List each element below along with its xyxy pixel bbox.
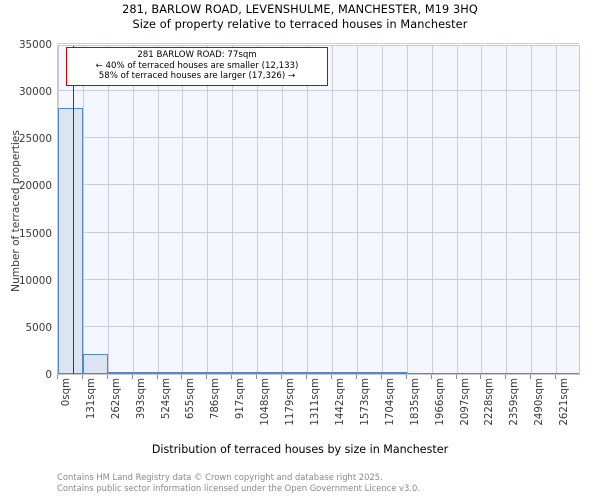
x-axis-tick-label: 1704sqm [384,378,396,426]
gridline-vertical [257,46,259,374]
gridline-vertical [132,46,134,374]
gridline-vertical [182,46,184,374]
x-axis-tick-mark [256,375,258,379]
x-axis-tick-label: 1573sqm [359,378,371,426]
x-axis-title: Distribution of terraced houses by size … [151,443,449,456]
x-axis-tick-mark [106,375,108,379]
gridline-vertical [82,46,84,374]
x-axis-tick-mark [380,375,382,379]
footer-line-1: Contains HM Land Registry data © Crown c… [57,472,383,482]
y-axis-tick-labels: 0 5000 10000 15000 20000 25000 30000 35000 [0,0,55,500]
x-axis-tick-label: 1835sqm [409,378,421,426]
gridline-vertical [406,46,408,374]
x-axis-tick-label: 1442sqm [335,378,347,426]
x-axis-tick-mark [81,375,83,379]
x-axis-tick-label: 655sqm [185,378,197,420]
x-axis-tick-mark [156,375,158,379]
x-axis-tick-label: 524sqm [160,378,172,420]
x-axis-tick-label: 2359sqm [509,378,521,426]
page-subtitle: Size of property relative to terraced ho… [132,18,468,31]
gridline-horizontal [58,231,579,233]
x-axis-tick-label: 2490sqm [534,378,546,426]
y-axis-tick-label: 20000 [18,180,52,193]
x-axis-tick-label: 1048sqm [260,378,272,426]
x-axis-tick-label: 917sqm [235,378,247,420]
x-axis-tick-mark [505,375,507,379]
gridline-vertical [332,46,334,374]
gridline-vertical [107,46,109,374]
x-axis-tick-mark [530,375,532,379]
gridline-vertical [232,46,234,374]
gridline-horizontal [58,137,579,139]
x-axis-tick-label: 1311sqm [310,378,322,426]
property-marker-line [72,46,75,374]
x-axis-tick-label: 131sqm [85,378,97,420]
x-axis-tick-mark [555,375,557,379]
histogram-bar [58,108,83,374]
x-axis-tick-label: 0sqm [61,378,72,407]
page-title: 281, BARLOW ROAD, LEVENSHULME, MANCHESTE… [122,3,478,16]
gridline-vertical [506,46,508,374]
gridline-vertical [381,46,383,374]
x-axis-tick-label: 2097sqm [459,378,471,426]
y-axis-tick-label: 15000 [18,227,52,240]
gridline-vertical [456,46,458,374]
y-axis-tick-label: 0 [45,369,52,381]
histogram-bar [82,354,108,374]
x-axis-tick-labels: 0sqm 131sqm 262sqm 393sqm 524sqm 655sqm 786sqm… [0,378,600,440]
gridline-horizontal [58,43,579,44]
x-axis-tick-label: 393sqm [135,378,147,420]
plot-area [57,43,580,375]
x-axis-tick-mark [405,375,407,379]
x-axis-tick-label: 262sqm [110,378,122,420]
gridline-horizontal [58,90,579,92]
x-axis-tick-mark [57,375,58,379]
gridline-vertical [481,46,483,374]
x-axis-tick-mark [455,375,457,379]
x-axis-tick-label: 2621sqm [559,378,571,426]
x-axis-tick-mark [430,375,432,379]
footer: Contains HM Land Registry data © Crown c… [57,472,597,493]
x-axis-tick-label: 786sqm [210,378,222,420]
y-axis-tick-label: 35000 [18,39,52,51]
x-axis-tick-mark [480,375,482,379]
x-axis-tick-mark [231,375,233,379]
gridline-vertical [431,46,433,374]
gridline-vertical [556,46,558,374]
y-axis-tick-label: 25000 [18,133,52,146]
x-axis-tick-label: 1179sqm [285,378,297,426]
gridline-horizontal [58,278,579,280]
x-axis-tick-mark [181,375,183,379]
gridline-vertical [356,46,358,374]
x-axis-tick-mark [306,375,308,379]
footer-line-2: Contains public sector information licen… [57,482,420,493]
x-axis-tick-mark [331,375,333,379]
axis-baseline [58,372,579,374]
x-axis-tick-mark [131,375,133,379]
annotation-line-3: 58% of terraced houses are larger (17,32… [98,71,296,81]
gridline-horizontal [58,184,579,186]
histogram-bars [58,46,579,374]
gridline-vertical [531,46,533,374]
y-axis-tick-label: 10000 [18,274,52,287]
x-axis-tick-mark [355,375,357,379]
x-axis-tick-mark [281,375,283,379]
gridline-vertical [307,46,309,374]
gridline-vertical [157,46,159,374]
property-annotation-box: 281 BARLOW ROAD: 77sqm ← 40% of terraced… [66,47,328,86]
y-axis-tick-label: 5000 [25,321,52,334]
x-axis-tick-label: 2228sqm [484,378,496,426]
y-axis-tick-label: 30000 [18,86,52,99]
x-axis-tick-mark [206,375,208,379]
title-block: 281, BARLOW ROAD, LEVENSHULME, MANCHESTE… [0,2,600,33]
annotation-line-1: 281 BARLOW ROAD: 77sqm [137,50,257,60]
x-axis-tick-label: 1966sqm [434,378,446,426]
annotation-line-2: ← 40% of terraced houses are smaller (12… [95,60,299,71]
gridline-vertical [207,46,209,374]
gridline-horizontal [58,325,579,327]
gridline-vertical [282,46,284,374]
